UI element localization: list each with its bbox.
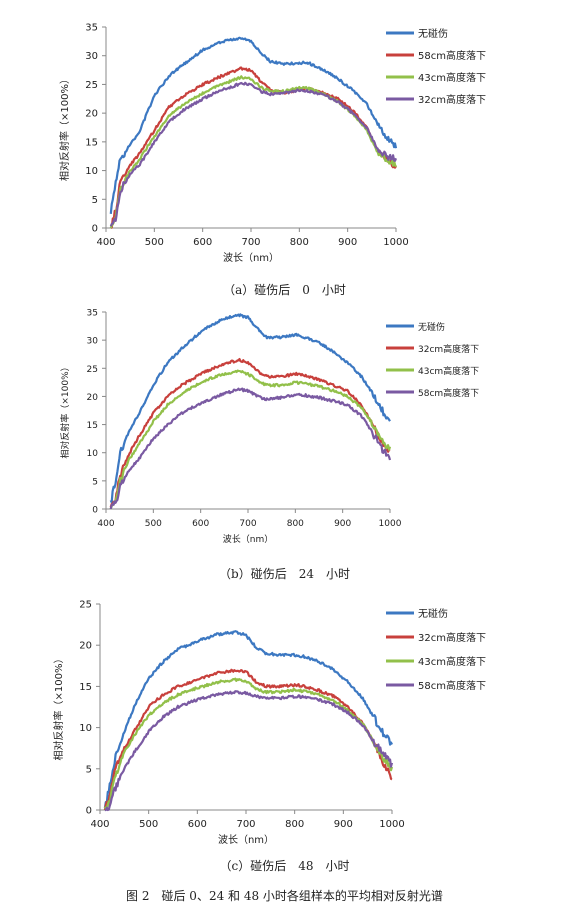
legend-label: 43cm高度落下 bbox=[418, 655, 486, 668]
caption-b: （b）碰伤后 24 小时 bbox=[219, 567, 350, 581]
x-axis-label: 波长（nm） bbox=[218, 833, 274, 846]
x-tick-label: 700 bbox=[236, 819, 255, 830]
legend-label: 32cm高度落下 bbox=[418, 93, 486, 106]
legend-label: 43cm高度落下 bbox=[418, 71, 486, 84]
y-tick-label: 10 bbox=[79, 723, 92, 734]
x-tick-label: 400 bbox=[96, 237, 115, 248]
y-tick-label: 15 bbox=[79, 682, 92, 693]
x-tick-label: 800 bbox=[290, 237, 309, 248]
y-tick-label: 25 bbox=[87, 365, 98, 375]
legend-label: 32cm高度落下 bbox=[418, 631, 486, 644]
series-line-4 bbox=[109, 387, 392, 510]
x-axis-label: 波长（nm） bbox=[223, 251, 279, 264]
x-tick-label: 400 bbox=[90, 819, 109, 830]
series-line-2 bbox=[110, 66, 397, 229]
legend-label: 58cm高度落下 bbox=[418, 49, 486, 62]
figure-caption: 图 2 碰后 0、24 和 48 小时各组样本的平均相对反射光谱 bbox=[126, 889, 443, 903]
caption-a: （a）碰伤后 0 小时 bbox=[223, 283, 346, 297]
legend-label: 58cm高度落下 bbox=[418, 679, 486, 692]
x-tick-label: 900 bbox=[334, 519, 351, 529]
y-axis-label: 相对反射率（×100%） bbox=[59, 362, 71, 458]
x-tick-label: 800 bbox=[287, 519, 304, 529]
y-tick-label: 5 bbox=[92, 195, 98, 206]
x-tick-label: 500 bbox=[145, 237, 164, 248]
y-tick-label: 10 bbox=[87, 449, 99, 459]
chart-c-svg: 0 5 10 15 20 25 400 500 600 700 800 900 1000 波长（nm） 相对… bbox=[52, 600, 486, 847]
y-tick-label: 5 bbox=[92, 477, 98, 487]
y-tick-label: 0 bbox=[92, 224, 98, 235]
legend-label: 58cm高度落下 bbox=[418, 387, 479, 399]
y-tick-label: 15 bbox=[85, 137, 98, 148]
legend-label: 32cm高度落下 bbox=[418, 343, 479, 355]
x-tick-label: 1000 bbox=[379, 819, 404, 830]
y-tick-label: 10 bbox=[85, 166, 98, 177]
y-tick-label: 35 bbox=[85, 23, 98, 34]
chart-panel-c: 0 5 10 15 20 25 400 500 600 700 800 900 1000 波长（nm） 相对… bbox=[52, 600, 486, 847]
chart-a-svg: 0 5 10 15 20 25 30 35 400 500 600 700 800 900 1000 波长（n… bbox=[58, 23, 486, 265]
series-line-1 bbox=[109, 36, 398, 215]
x-tick-label: 900 bbox=[338, 237, 357, 248]
series-line-3 bbox=[109, 369, 392, 510]
y-tick-label: 20 bbox=[79, 641, 92, 652]
x-tick-label: 500 bbox=[145, 519, 162, 529]
x-tick-label: 800 bbox=[285, 819, 304, 830]
y-axis-label: 相对反射率（×100%） bbox=[52, 654, 65, 761]
y-tick-label: 15 bbox=[87, 421, 98, 431]
y-tick-label: 25 bbox=[85, 80, 98, 91]
x-tick-label: 600 bbox=[192, 519, 209, 529]
y-tick-label: 20 bbox=[85, 109, 98, 120]
y-tick-label: 30 bbox=[87, 337, 99, 347]
series-line-1 bbox=[103, 630, 393, 809]
x-tick-label: 600 bbox=[193, 237, 212, 248]
legend-label: 无碰伤 bbox=[418, 607, 448, 620]
x-tick-label: 1000 bbox=[383, 237, 408, 248]
legend-label: 43cm高度落下 bbox=[418, 365, 479, 377]
caption-c: （c）碰伤后 48 小时 bbox=[219, 859, 350, 873]
series-line-4 bbox=[104, 690, 394, 812]
x-tick-label: 900 bbox=[334, 819, 353, 830]
chart-panel-b: 0 5 10 15 20 25 30 35 400 500 600 700 800 900 1000 波长（n… bbox=[59, 309, 479, 546]
x-tick-label: 700 bbox=[239, 519, 256, 529]
y-tick-label: 0 bbox=[86, 806, 92, 817]
chart-b-svg: 0 5 10 15 20 25 30 35 400 500 600 700 800 900 1000 波长（n… bbox=[59, 309, 479, 546]
y-tick-label: 0 bbox=[92, 506, 98, 516]
x-tick-label: 500 bbox=[139, 819, 158, 830]
x-tick-label: 600 bbox=[188, 819, 207, 830]
series-line-3 bbox=[103, 677, 394, 810]
x-tick-label: 700 bbox=[241, 237, 260, 248]
y-tick-label: 5 bbox=[86, 764, 92, 775]
x-axis-label: 波长（nm） bbox=[223, 533, 273, 545]
series-line-1 bbox=[109, 313, 391, 504]
series-line-2 bbox=[103, 668, 393, 811]
chart-panel-a: 0 5 10 15 20 25 30 35 400 500 600 700 800 900 1000 波长（n… bbox=[0, 0, 569, 300]
y-tick-label: 35 bbox=[87, 309, 98, 319]
x-tick-label: 400 bbox=[97, 519, 114, 529]
series-line-2 bbox=[109, 357, 391, 508]
y-axis-label: 相对反射率（×100%） bbox=[58, 74, 71, 181]
legend-label: 无碰伤 bbox=[418, 27, 448, 40]
y-tick-label: 20 bbox=[87, 393, 99, 403]
series-line-4 bbox=[109, 81, 398, 227]
legend-label: 无碰伤 bbox=[418, 321, 445, 333]
y-tick-label: 25 bbox=[79, 600, 92, 611]
x-tick-label: 1000 bbox=[379, 519, 402, 529]
y-tick-label: 30 bbox=[85, 51, 98, 62]
